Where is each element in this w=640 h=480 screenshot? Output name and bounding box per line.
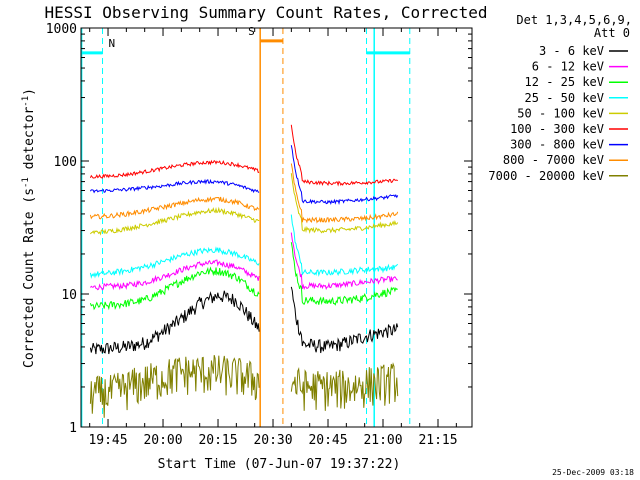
- y-tick-label: 1: [69, 421, 77, 436]
- legend-label-6: 300 - 800 keV: [510, 138, 604, 152]
- legend-label-1: 6 - 12 keV: [532, 60, 604, 74]
- y-axis-label-mid: detector: [22, 107, 37, 178]
- y-tick-label: 100: [54, 155, 77, 170]
- x-axis-label: Start Time (07-Jun-07 19:37:22): [158, 457, 401, 472]
- x-tick-label: 20:00: [143, 433, 182, 448]
- series-line-3to6keV: [89, 286, 399, 355]
- series-line-100to300keV: [89, 124, 399, 187]
- interval-marker-label-3: S: [248, 25, 255, 38]
- series-line-800to7000keV: [89, 163, 399, 224]
- legend-label-0: 3 - 6 keV: [539, 44, 604, 58]
- legend-label-4: 50 - 100 keV: [517, 106, 604, 120]
- y-axis-label-sup2: -1: [21, 96, 31, 107]
- y-axis: 1 10 100 1000: [46, 22, 472, 436]
- series-line-7000to20000keV: [89, 354, 399, 418]
- x-tick-label: 21:15: [418, 433, 457, 448]
- x-axis: 19:45 20:00 20:15 20:30 20:45 21:00 21:15: [88, 28, 458, 448]
- interval-marker-label-0: N: [109, 37, 116, 50]
- y-axis-label: Corrected Count Rate (s-1 detector-1): [21, 88, 37, 368]
- x-tick-label: 19:45: [88, 433, 127, 448]
- plot-frame: [80, 27, 473, 428]
- timestamp: 25-Dec-2009 03:18: [552, 468, 634, 477]
- y-axis-label-end: ): [22, 88, 37, 96]
- series-line-50to100keV: [90, 173, 399, 236]
- series-line-25to50keV: [89, 214, 399, 279]
- y-tick-label: 10: [61, 288, 77, 303]
- x-tick-label: 20:30: [253, 433, 292, 448]
- legend-label-5: 100 - 300 keV: [510, 122, 604, 136]
- plot-area: NS: [81, 25, 411, 427]
- series-group: [81, 28, 411, 427]
- legend-label-8: 7000 - 20000 keV: [488, 169, 604, 183]
- x-tick-label: 21:00: [363, 433, 402, 448]
- legend-label-3: 25 - 50 keV: [525, 91, 604, 105]
- x-tick-label: 20:15: [198, 433, 237, 448]
- legend-label-7: 800 - 7000 keV: [503, 153, 604, 167]
- legend-label-2: 12 - 25 keV: [525, 75, 604, 89]
- legend: Det 1,3,4,5,6,9, Att 0 3 - 6 keV 6 - 12 k…: [488, 13, 632, 183]
- chart-title: HESSI Observing Summary Count Rates, Cor…: [44, 3, 487, 22]
- series-line-6to12keV: [90, 232, 398, 291]
- x-tick-label: 20:45: [308, 433, 347, 448]
- series-line-300to800keV: [89, 145, 399, 205]
- y-axis-label-sup1: -1: [21, 177, 31, 188]
- legend-header-line-1: Det 1,3,4,5,6,9,: [516, 13, 632, 27]
- series-line-12to25keV: [89, 242, 398, 311]
- legend-header-line-2: Att 0: [594, 26, 630, 40]
- y-tick-label: 1000: [46, 22, 77, 37]
- y-axis-label-main: Corrected Count Rate (s: [22, 188, 37, 368]
